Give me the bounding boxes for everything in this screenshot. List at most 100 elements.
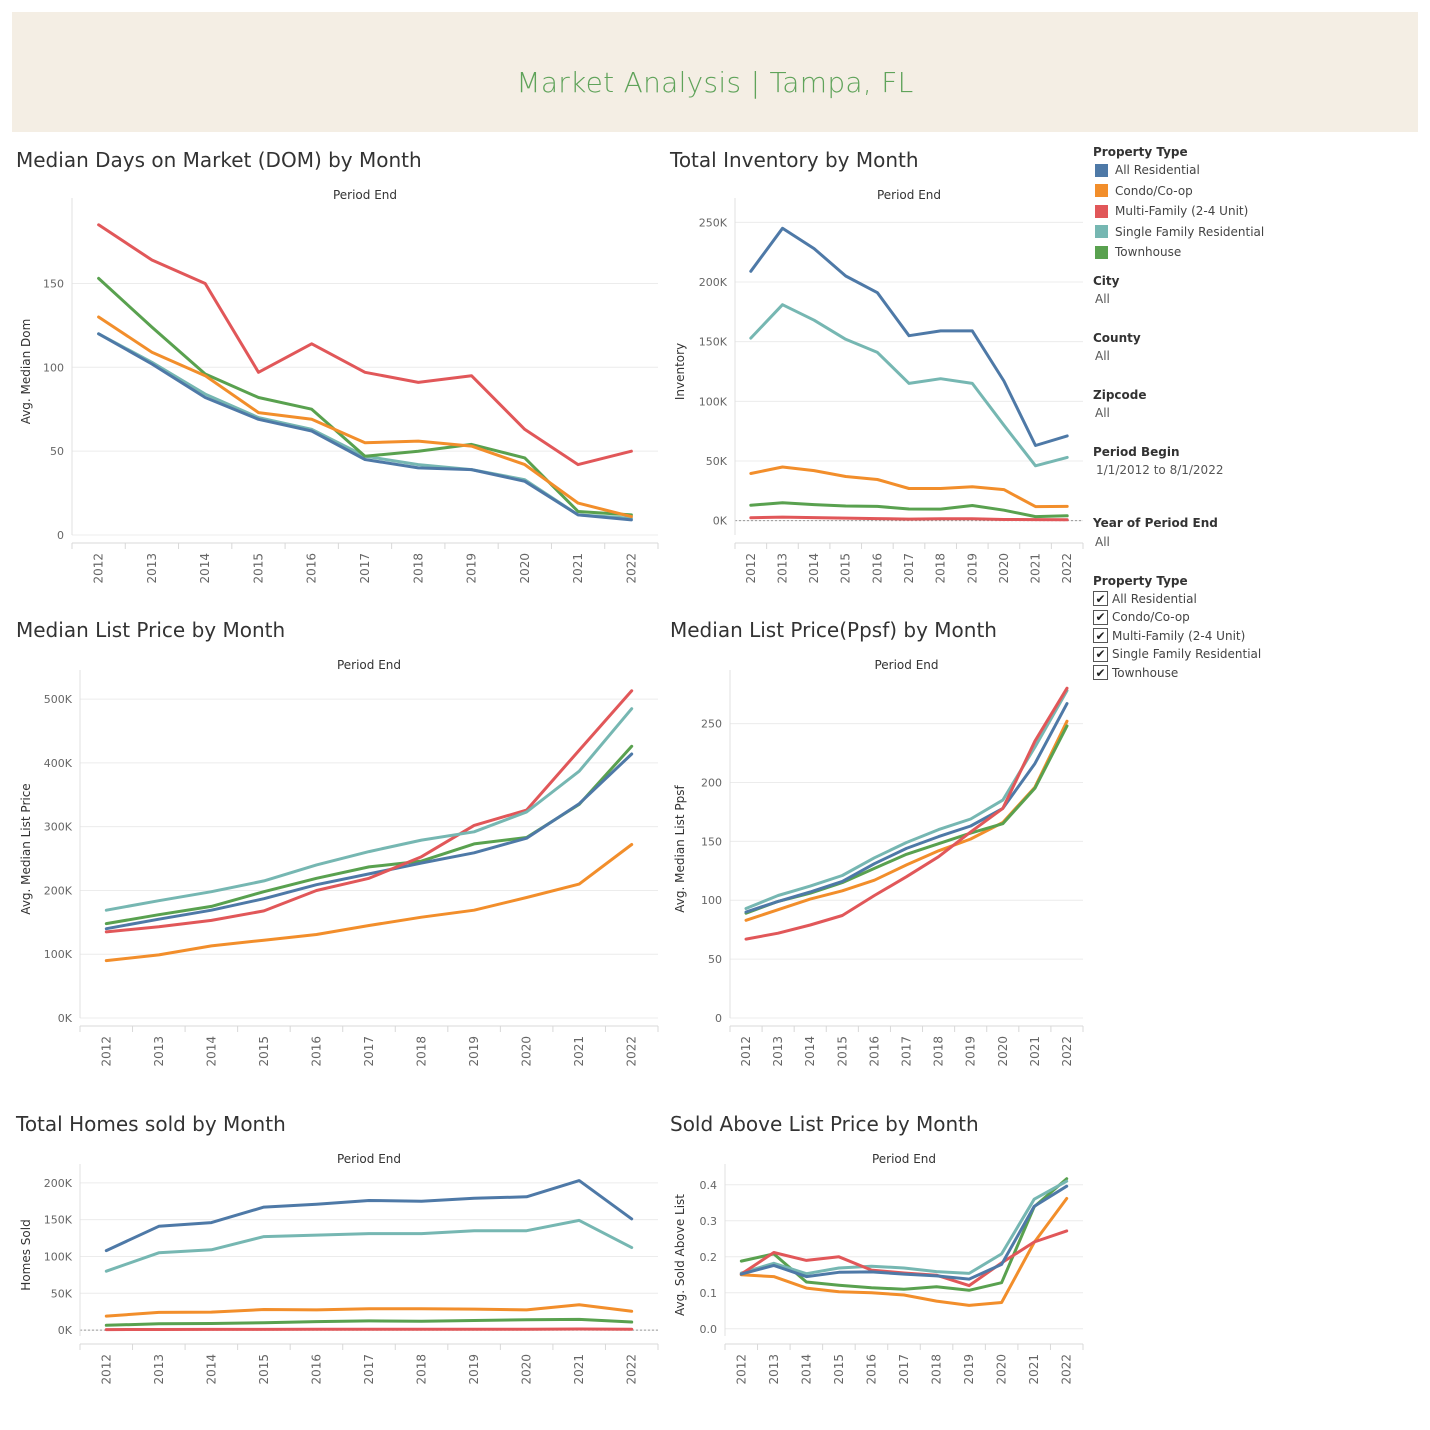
y-tick-label: 0.3 <box>700 1215 718 1228</box>
x-tick-label: 2015 <box>839 553 853 584</box>
legend-item[interactable]: Townhouse <box>1095 245 1181 259</box>
x-tick-label: 2013 <box>767 1354 781 1385</box>
x-tick-label: 2020 <box>995 1354 1009 1385</box>
property-type-option-label: Townhouse <box>1112 665 1179 680</box>
x-tick-label: 2021 <box>571 553 585 584</box>
y-tick-label: 50K <box>706 455 728 468</box>
x-tick-label: 2022 <box>625 1036 639 1067</box>
x-axis-title: Period End <box>337 1152 401 1166</box>
series-line <box>104 1218 634 1273</box>
property-type-option[interactable]: ✔ All Residential <box>1093 591 1197 606</box>
dashboard-title: Market Analysis | Tampa, FL <box>516 66 914 99</box>
legend-swatch <box>1095 184 1108 197</box>
checkbox-checked-icon[interactable]: ✔ <box>1093 665 1108 680</box>
x-tick-label: 2018 <box>930 1354 944 1385</box>
checkbox-checked-icon[interactable]: ✔ <box>1093 609 1108 625</box>
x-tick-label: 2019 <box>467 1354 481 1385</box>
x-tick-label: 2020 <box>996 1036 1010 1067</box>
series-line <box>97 315 633 519</box>
checkbox-checked-icon[interactable]: ✔ <box>1093 628 1108 643</box>
x-tick-label: 2019 <box>467 1036 481 1067</box>
x-axis-title: Period End <box>874 658 938 672</box>
chart-panel-inventory: Total Inventory by Month Period End Inven… <box>670 148 1090 613</box>
x-tick-label: 2021 <box>572 1354 586 1385</box>
x-tick-label: 2014 <box>198 553 212 584</box>
x-tick-label: 2022 <box>1060 1036 1074 1067</box>
x-tick-label: 2022 <box>625 1354 639 1385</box>
line-chart: Period End Inventory 0K 50K 100K 150K 200K 250K… <box>673 188 1084 584</box>
y-tick-label: 200K <box>44 884 73 897</box>
filter-city-value[interactable]: All <box>1095 292 1110 306</box>
chart-panel-dom: Median Days on Market (DOM) by Month Per… <box>16 148 666 613</box>
y-tick-label: 0K <box>58 1012 73 1025</box>
filter-city-label: City <box>1093 274 1120 288</box>
series-line <box>739 1179 1069 1276</box>
y-axis-title: Inventory <box>673 343 687 400</box>
checkbox-checked-icon[interactable]: ✔ <box>1093 646 1108 662</box>
x-tick-label: 2015 <box>832 1354 846 1385</box>
x-tick-label: 2020 <box>997 553 1011 584</box>
x-tick-label: 2014 <box>799 1354 813 1385</box>
legend-item[interactable]: Condo/Co-op <box>1095 184 1193 198</box>
chart-title: Median Days on Market (DOM) by Month <box>16 148 422 172</box>
property-type-option[interactable]: ✔ Condo/Co-op <box>1093 609 1190 625</box>
property-type-option-label: Condo/Co-op <box>1112 610 1190 624</box>
x-tick-label: 2017 <box>362 1354 376 1385</box>
filter-zipcode-label: Zipcode <box>1093 388 1147 402</box>
x-tick-label: 2012 <box>92 553 106 584</box>
chart-panel-sold-above-list: Sold Above List Price by Month Period En… <box>670 1112 1090 1412</box>
series-line <box>749 501 1069 519</box>
x-axis-title: Period End <box>872 1152 936 1166</box>
filter-period-begin-label: Period Begin <box>1093 445 1180 459</box>
x-tick-label: 2015 <box>257 1354 271 1385</box>
property-type-option[interactable]: ✔ Townhouse <box>1093 665 1178 680</box>
series-line <box>744 702 1069 914</box>
legend-item[interactable]: Multi-Family (2-4 Unit) <box>1095 204 1248 218</box>
x-tick-label: 2018 <box>932 1036 946 1067</box>
x-tick-label: 2022 <box>1060 553 1074 584</box>
x-tick-label: 2020 <box>520 1036 534 1067</box>
y-tick-label: 100 <box>701 894 722 907</box>
y-tick-label: 0K <box>713 515 728 528</box>
filter-year-value[interactable]: All <box>1095 535 1110 549</box>
x-tick-label: 2016 <box>867 1036 881 1067</box>
series-line <box>744 689 1069 910</box>
x-tick-label: 2017 <box>902 553 916 584</box>
line-chart: Period End Avg. Median Dom 0 50 100 150 2012 20… <box>19 188 659 584</box>
chart-title: Median List Price by Month <box>16 618 286 642</box>
line-chart: Period End Homes Sold 0K 50K 100K 150K 200K 201… <box>19 1152 659 1385</box>
series-line <box>749 303 1069 468</box>
x-tick-label: 2014 <box>204 1354 218 1385</box>
checkbox-checked-icon[interactable]: ✔ <box>1093 591 1108 606</box>
series-line <box>104 1327 634 1332</box>
series-line <box>749 465 1069 509</box>
chart-title: Median List Price(Ppsf) by Month <box>670 618 997 642</box>
series-line <box>104 1317 634 1327</box>
y-tick-label: 300K <box>44 821 73 834</box>
y-tick-label: 50 <box>50 445 64 458</box>
y-tick-label: 100 <box>43 361 64 374</box>
series-line <box>97 332 633 522</box>
legend-label: Multi-Family (2-4 Unit) <box>1115 204 1249 218</box>
y-tick-label: 0K <box>58 1324 73 1337</box>
filter-county-value[interactable]: All <box>1095 349 1110 363</box>
x-tick-label: 2018 <box>934 553 948 584</box>
filter-period-begin-value[interactable]: 1/1/2012 to 8/1/2022 <box>1096 463 1224 477</box>
x-tick-label: 2019 <box>965 553 979 584</box>
x-tick-label: 2012 <box>734 1354 748 1385</box>
chart-panel-homes-sold: Total Homes sold by Month Period End Home… <box>16 1112 666 1412</box>
series-line <box>739 1197 1069 1307</box>
y-tick-label: 200K <box>699 276 728 289</box>
x-tick-label: 2013 <box>775 553 789 584</box>
property-type-option[interactable]: ✔ Multi-Family (2-4 Unit) <box>1093 628 1245 643</box>
legend-item[interactable]: All Residential <box>1095 163 1200 177</box>
y-tick-label: 0.0 <box>700 1323 718 1336</box>
property-type-option[interactable]: ✔ Single Family Residential <box>1093 646 1261 662</box>
legend-item[interactable]: Single Family Residential <box>1095 225 1264 239</box>
filter-zipcode-value[interactable]: All <box>1095 406 1110 420</box>
y-tick-label: 250K <box>699 216 728 229</box>
property-type-option-label: All Residential <box>1112 591 1197 606</box>
x-tick-label: 2019 <box>964 1036 978 1067</box>
x-tick-label: 2019 <box>962 1354 976 1385</box>
x-tick-label: 2013 <box>771 1036 785 1067</box>
